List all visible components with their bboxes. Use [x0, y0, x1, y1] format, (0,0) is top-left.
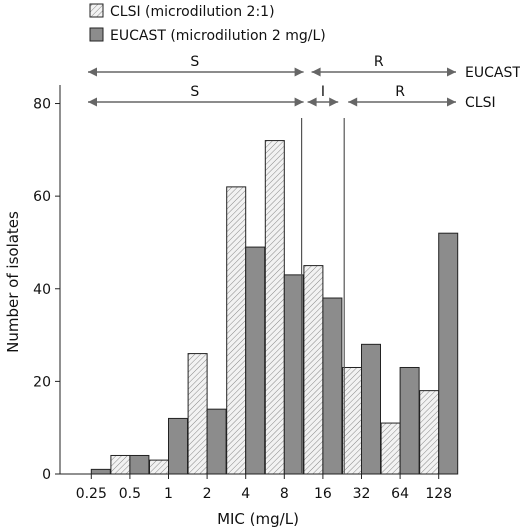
eucast-bar-32 [361, 343, 381, 475]
x-tick-label: 0.5 [119, 486, 141, 502]
eucast-bar-2 [206, 408, 227, 475]
clsi-label-i: I [321, 84, 325, 100]
clsi-bar-4 [226, 186, 247, 475]
axes: 0 20 40 60 80 0.25 0.5 1 2 4 8 16 32 64 128 [33, 85, 454, 502]
y-tick-label: 80 [33, 97, 51, 113]
arrow-head-left [88, 97, 97, 107]
breakpoint-dividers [301, 118, 345, 474]
x-tick-label: 64 [391, 486, 409, 502]
arrow-head-right [294, 67, 304, 77]
arrow-head-left [348, 97, 358, 107]
arrow-head-left [88, 67, 97, 77]
arrow-head-left [307, 97, 317, 107]
clsi-arrow-s [88, 97, 304, 107]
clsi-bar-1 [149, 459, 169, 475]
x-tick-label: 4 [241, 486, 250, 502]
x-tick-label: 1 [164, 486, 173, 502]
arrow-head-right [329, 97, 339, 107]
x-axis-title: MIC (mg/L) [217, 510, 299, 528]
legend-label-1: EUCAST (microdilution 2 mg/L) [110, 28, 326, 44]
eucast-bar-0.25 [90, 468, 111, 475]
x-tick-label: 16 [314, 486, 332, 502]
x-tick-label: 128 [425, 486, 452, 502]
eucast-label-s: S [190, 54, 199, 70]
eucast-bar-4 [245, 246, 266, 475]
clsi-row-label: CLSI [465, 95, 496, 111]
y-tick-label: 0 [42, 467, 51, 483]
arrow-head-right [294, 97, 304, 107]
clsi-bar-16 [303, 265, 324, 475]
arrow-head-left [311, 67, 321, 77]
eucast-bar-64 [399, 366, 420, 475]
legend-label-0: CLSI (microdilution 2:1) [110, 4, 275, 20]
clsi-arrow-r [348, 97, 456, 107]
clsi-label-s: S [190, 84, 199, 100]
clsi-bar-32 [342, 366, 362, 475]
eucast-arrow-r [311, 67, 456, 77]
arrow-head-right [447, 67, 456, 77]
x-tick-label: 0.25 [76, 486, 107, 502]
eucast-bar-0.5 [129, 454, 150, 475]
clsi-arrow-i [307, 97, 339, 107]
eucast-bar-8 [283, 274, 304, 475]
clsi-bar-8 [264, 140, 285, 475]
x-tick-label: 2 [203, 486, 212, 502]
arrow-head-right [447, 97, 456, 107]
legend: CLSI (microdilution 2:1) EUCAST (microdil… [89, 3, 326, 44]
y-tick-label: 40 [33, 282, 51, 298]
clsi-bar-128 [419, 390, 440, 475]
x-tick-label: 32 [353, 486, 371, 502]
clsi-bar-64 [380, 422, 401, 475]
eucast-bar-16 [322, 297, 343, 475]
legend-swatch-1 [89, 27, 104, 42]
y-axis-title: Number of isolates [4, 211, 22, 353]
clsi-bar-2 [187, 353, 208, 475]
eucast-row-label: EUCAST [465, 65, 520, 81]
eucast-bar-1 [168, 417, 188, 475]
clsi-label-r: R [395, 84, 405, 100]
legend-swatch-0 [89, 3, 104, 18]
eucast-bar-128 [438, 232, 459, 475]
bars [90, 140, 459, 475]
breakpoint-rows: S R EUCAST S I R CLSI [88, 54, 520, 111]
y-tick-label: 20 [33, 374, 51, 390]
eucast-arrow-s [88, 67, 304, 77]
eucast-label-r: R [374, 54, 384, 70]
x-tick-label: 8 [280, 486, 289, 502]
clsi-bar-0.5 [110, 454, 131, 475]
y-tick-label: 60 [33, 189, 51, 205]
